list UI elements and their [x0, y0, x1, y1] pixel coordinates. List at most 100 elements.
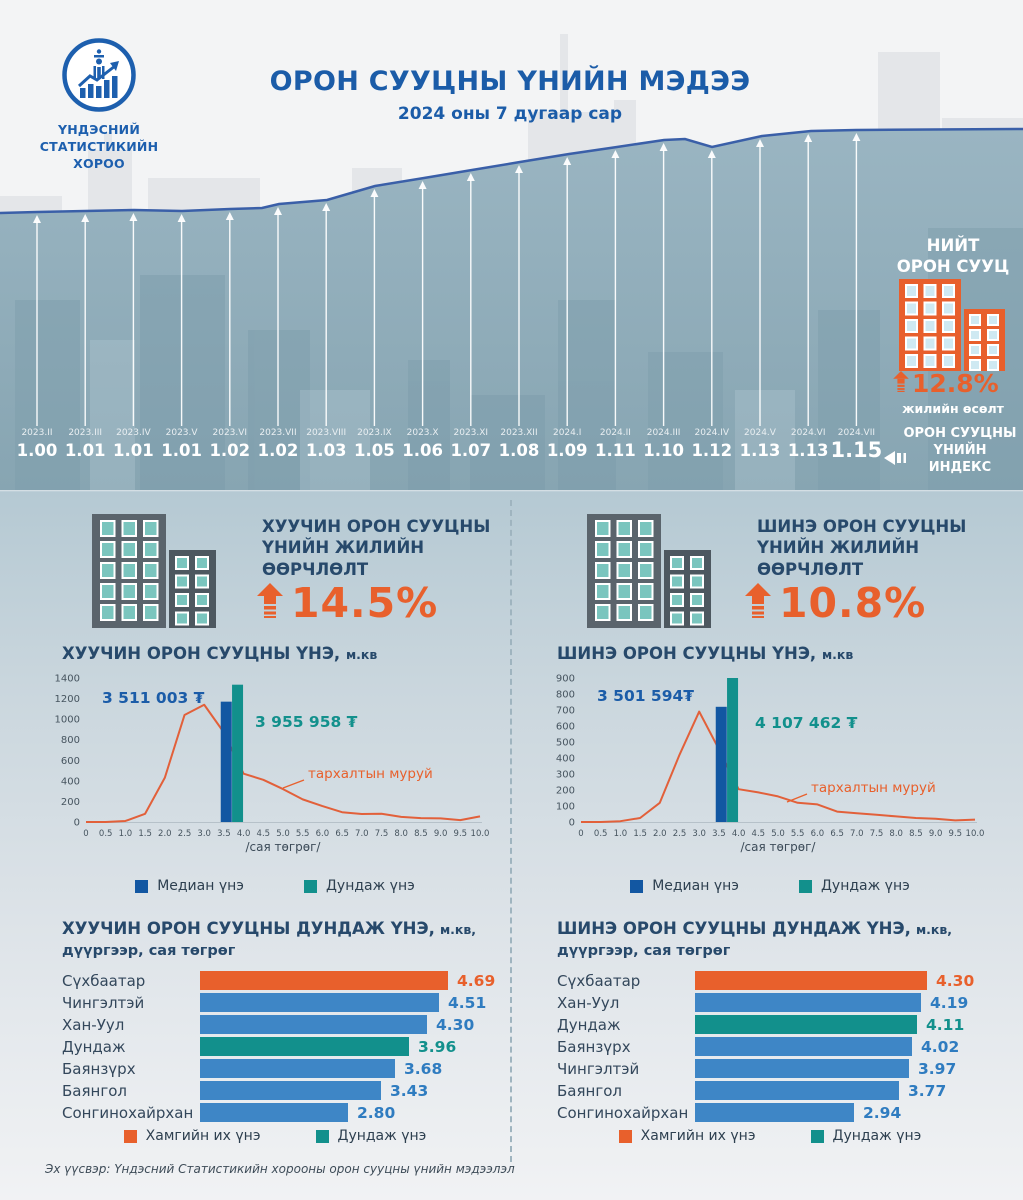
mean-legend-item: Дундаж үнэ — [303, 878, 415, 894]
page-title: ОРОН СУУЦНЫ ҮНИЙН МЭДЭЭ — [269, 66, 751, 97]
nso-logo-icon — [62, 38, 136, 112]
y-tick: 800 — [61, 735, 80, 746]
district-value: 4.11 — [926, 1015, 965, 1034]
x-tick: 4.5 — [257, 829, 271, 839]
y-tick: 600 — [556, 722, 575, 733]
x-tick: 4.0 — [237, 829, 251, 839]
x-tick: 8.5 — [909, 829, 923, 839]
x-tick: 6.5 — [335, 829, 349, 839]
y-tick: 200 — [61, 797, 80, 808]
timeline-point: 2024.VI 1.13 — [779, 428, 837, 460]
timeline-point: 2023.XII 1.08 — [490, 428, 548, 460]
y-tick: 1400 — [55, 674, 80, 685]
median-bar — [220, 701, 232, 822]
x-tick: 3.0 — [692, 829, 706, 839]
district-bar — [200, 1103, 348, 1122]
x-tick: 4.0 — [732, 829, 746, 839]
month-growth-arrows — [33, 133, 861, 426]
x-tick: 5.0 — [276, 829, 290, 839]
y-tick: 200 — [556, 786, 575, 797]
foreground-buildings-light — [90, 340, 795, 490]
district-label: Хан-Уул — [62, 1015, 125, 1034]
y-tick: 400 — [61, 776, 80, 787]
x-tick: 1.0 — [119, 829, 133, 839]
y-tick: 0 — [569, 818, 575, 829]
x-tick: 8.0 — [889, 829, 903, 839]
x-tick: 3.0 — [197, 829, 211, 839]
new-change-value: 10.8% — [779, 579, 927, 627]
x-tick: 9.5 — [454, 829, 468, 839]
district-bar — [695, 1037, 912, 1056]
timeline-point: 2023.VII 1.02 — [249, 428, 307, 460]
district-bar — [695, 971, 927, 990]
district-bar-row: Баянзүрх 3.68 — [62, 1059, 532, 1078]
up-arrow-icon — [257, 583, 283, 618]
timeline-index-value: 1.02 — [209, 441, 251, 460]
district-bar-row: Дундаж 4.11 — [557, 1015, 1023, 1034]
total-growth-value: 12.8% — [912, 369, 999, 398]
district-bar-row: Чингэлтэй 3.97 — [557, 1059, 1023, 1078]
up-arrow-icon — [745, 583, 771, 618]
district-bar — [695, 1059, 909, 1078]
district-bar-row: Чингэлтэй 4.51 — [62, 993, 532, 1012]
x-tick: 10.0 — [966, 829, 985, 839]
x-tick: 0 — [83, 829, 88, 839]
timeline-index-value: 1.01 — [113, 441, 154, 460]
x-tick: 6.0 — [316, 829, 330, 839]
y-tick: 700 — [556, 706, 575, 717]
index-line — [0, 127, 1023, 215]
old-price-chart-title: ХУУЧИН ОРОН СУУЦНЫ ҮНЭ, м.кв — [62, 644, 378, 663]
district-bar — [200, 993, 439, 1012]
district-label: Дундаж — [62, 1037, 126, 1056]
district-bar — [200, 1081, 381, 1100]
timeline-index-value: 1.07 — [450, 441, 492, 460]
timeline-index-value: 1.01 — [64, 441, 106, 460]
district-value: 3.96 — [418, 1037, 457, 1056]
max-price-legend-swatch — [123, 1129, 137, 1143]
timeline-index-value: 1.11 — [595, 441, 636, 460]
district-bar-row: Хан-Уул 4.19 — [557, 993, 1023, 1012]
district-bar — [200, 1015, 427, 1034]
timeline-period: 2023.IV — [116, 428, 151, 438]
org-name: ҮНДЭСНИЙ СТАТИСТИКИЙН ХОРОО — [39, 122, 159, 171]
district-label: Сонгинохайрхан — [557, 1103, 689, 1122]
total-housing-title: НИЙТ ОРОН СУУЦ — [896, 236, 1010, 276]
x-tick: 3.5 — [712, 829, 726, 839]
median-legend-swatch — [630, 879, 644, 893]
timeline-index-value: 1.13 — [787, 441, 829, 460]
district-bar-row: Баянгол 3.43 — [62, 1081, 532, 1100]
median-legend-swatch — [135, 879, 149, 893]
mean-bar — [232, 684, 244, 822]
median-price-label: 3 511 003 ₮ — [102, 689, 205, 707]
x-tick: 9.0 — [929, 829, 943, 839]
timeline-index-value: 1.00 — [16, 441, 58, 460]
x-tick: 2.5 — [178, 829, 192, 839]
timeline-point: 2023.X 1.06 — [394, 428, 452, 460]
timeline-period: 2023.XII — [500, 428, 538, 438]
total-growth: 12.8% — [893, 371, 999, 396]
timeline-point: 2024.II 1.11 — [586, 428, 644, 460]
old-price-chart-unit: м.кв — [345, 647, 378, 662]
mean-legend-swatch — [303, 879, 317, 893]
x-tick: 1.5 — [633, 829, 647, 839]
district-bar-row: Сүхбаатар 4.69 — [62, 971, 532, 990]
new-dist-legend: Медиан үнэ Дундаж үнэ — [545, 878, 995, 894]
mean-legend-item: Дундаж үнэ — [798, 878, 910, 894]
timeline-index-value: 1.02 — [257, 441, 299, 460]
column-divider — [510, 500, 512, 1162]
district-label: Дундаж — [557, 1015, 621, 1034]
distribution-curve — [86, 703, 481, 823]
x-tick: 5.0 — [771, 829, 785, 839]
orange-buildings-icon — [899, 279, 1005, 371]
timeline-point: 2023.V 1.01 — [153, 428, 211, 460]
district-bar — [695, 1103, 854, 1122]
old-bar-legend: Хамгийн их үнэ Дундаж үнэ — [50, 1128, 500, 1144]
district-value: 4.19 — [930, 993, 969, 1012]
timeline-index-value: 1.13 — [739, 441, 781, 460]
x-tick: 0 — [578, 829, 583, 839]
index-label: ОРОН СУУЦНЫ ҮНИЙН ИНДЕКС — [903, 426, 1017, 475]
y-tick: 400 — [556, 754, 575, 765]
district-bar — [695, 993, 921, 1012]
old-change-value-row: 14.5% — [257, 583, 438, 624]
